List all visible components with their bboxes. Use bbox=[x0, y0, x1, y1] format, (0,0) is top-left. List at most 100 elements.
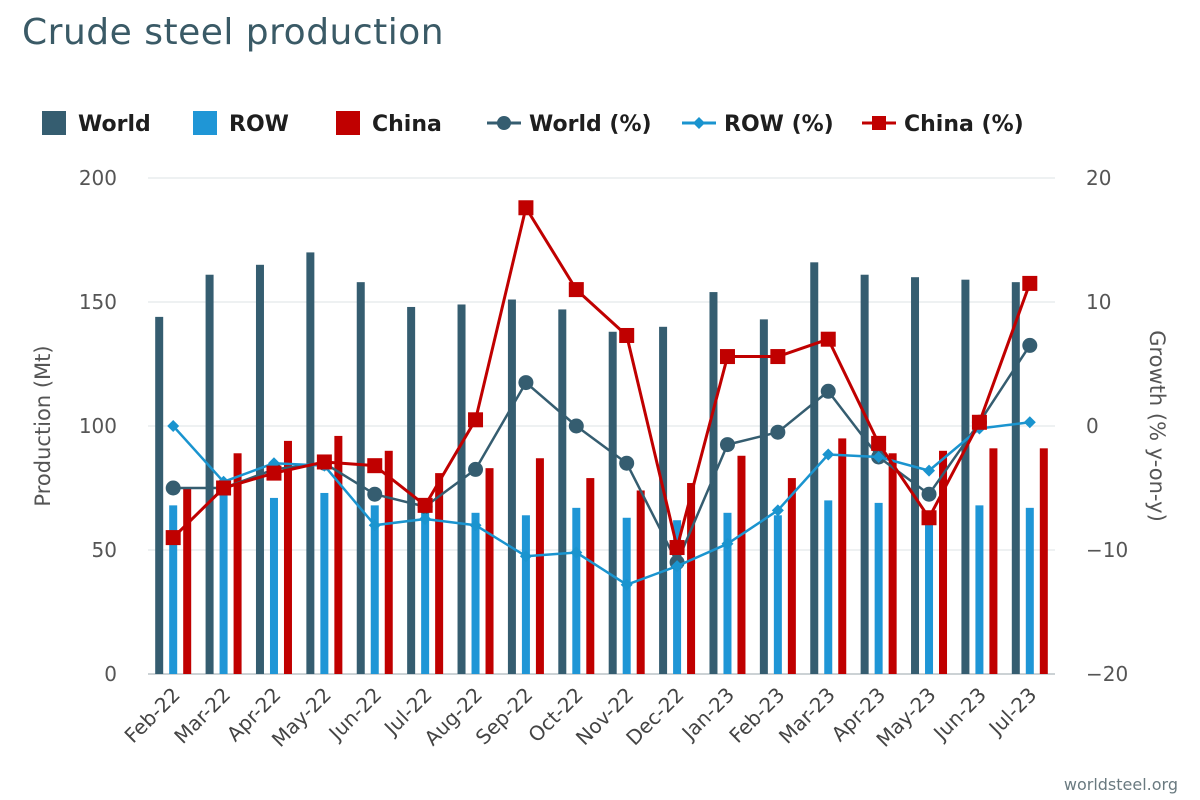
point-marker bbox=[1022, 275, 1038, 291]
bar bbox=[457, 304, 466, 674]
bar bbox=[961, 279, 970, 674]
point-marker bbox=[519, 550, 532, 563]
y-right-tick-label: −10 bbox=[1086, 538, 1128, 562]
bar bbox=[558, 309, 567, 674]
bar bbox=[535, 458, 544, 674]
point-marker bbox=[518, 375, 534, 391]
point-marker bbox=[368, 519, 381, 532]
bar bbox=[911, 277, 920, 674]
point-marker bbox=[820, 331, 836, 347]
source-label: worldsteel.org bbox=[1063, 775, 1178, 794]
bar bbox=[407, 306, 416, 674]
y-left-tick-label: 50 bbox=[92, 538, 117, 562]
x-tick-label: Mar-22 bbox=[169, 683, 235, 749]
legend-item: ROW (%) bbox=[682, 112, 834, 137]
point-marker bbox=[719, 437, 735, 453]
y-right-tick-label: −20 bbox=[1086, 662, 1128, 686]
point-marker bbox=[620, 578, 633, 591]
line-series-world bbox=[165, 337, 1038, 570]
bar bbox=[421, 510, 430, 674]
bar bbox=[586, 478, 595, 674]
point-marker bbox=[419, 513, 432, 525]
line-series bbox=[165, 200, 1038, 591]
y-left-axis-title: Production (Mt) bbox=[31, 345, 55, 506]
legend-item: World bbox=[42, 111, 151, 137]
bar bbox=[219, 495, 228, 674]
point-marker bbox=[671, 560, 684, 573]
bar bbox=[155, 316, 164, 674]
bar bbox=[773, 515, 782, 674]
point-marker bbox=[719, 349, 735, 365]
point-marker bbox=[417, 497, 433, 513]
legend-marker bbox=[497, 116, 511, 130]
bar bbox=[737, 455, 746, 674]
line-series-row bbox=[167, 416, 1036, 591]
series-line bbox=[172, 421, 1030, 586]
legend-marker bbox=[693, 117, 705, 129]
legend-label: ROW (%) bbox=[724, 112, 834, 137]
bar bbox=[787, 478, 796, 674]
point-marker bbox=[871, 435, 887, 451]
bar bbox=[1025, 507, 1034, 674]
legend-label: China bbox=[372, 112, 442, 137]
point-marker bbox=[669, 540, 685, 556]
bar bbox=[759, 319, 768, 674]
y-left-tick-label: 200 bbox=[79, 166, 117, 190]
bar bbox=[608, 331, 617, 674]
point-marker bbox=[619, 455, 635, 471]
bar bbox=[435, 473, 444, 674]
point-marker bbox=[771, 504, 784, 517]
bar bbox=[356, 282, 365, 674]
bar bbox=[874, 502, 883, 674]
legend-label: World bbox=[78, 112, 151, 137]
y-left-tick-label: 150 bbox=[79, 290, 117, 314]
bar bbox=[989, 448, 998, 674]
y-right-tick-label: 10 bbox=[1086, 290, 1111, 314]
series-line bbox=[173, 344, 1031, 564]
bar bbox=[306, 252, 315, 674]
legend-swatch bbox=[42, 111, 66, 135]
bar bbox=[1039, 448, 1048, 674]
point-marker bbox=[820, 383, 836, 399]
bar bbox=[370, 505, 379, 674]
point-marker bbox=[822, 448, 835, 461]
y-right-axis-title: Growth (% y-on-y) bbox=[1145, 330, 1169, 522]
bar bbox=[269, 497, 278, 674]
legend-label: World (%) bbox=[529, 112, 652, 137]
chart-title: Crude steel production bbox=[22, 12, 445, 53]
y-right-tick-label: 20 bbox=[1086, 166, 1111, 190]
legend-item: World (%) bbox=[487, 112, 652, 137]
y-left-tick-label: 100 bbox=[79, 414, 117, 438]
point-marker bbox=[468, 461, 484, 477]
y-right-tick-label: 0 bbox=[1086, 414, 1099, 438]
bar bbox=[709, 292, 718, 674]
legend-swatch bbox=[193, 111, 217, 135]
point-marker bbox=[216, 480, 232, 496]
point-marker bbox=[971, 414, 987, 430]
bar bbox=[860, 274, 869, 674]
line-series-china bbox=[165, 200, 1038, 556]
point-marker bbox=[367, 458, 383, 474]
point-marker bbox=[570, 546, 583, 559]
point-marker bbox=[770, 349, 786, 365]
bar bbox=[507, 299, 516, 674]
bar bbox=[939, 450, 948, 674]
bar bbox=[521, 515, 530, 674]
legend-item: China bbox=[336, 111, 442, 137]
point-marker bbox=[518, 200, 534, 216]
bar bbox=[622, 517, 631, 674]
point-marker bbox=[165, 480, 181, 496]
point-marker bbox=[469, 519, 482, 532]
bar bbox=[673, 520, 682, 674]
legend-swatch bbox=[336, 111, 360, 135]
point-marker bbox=[165, 530, 181, 546]
x-tick-label: Mar-23 bbox=[774, 683, 840, 749]
legend-label: China (%) bbox=[904, 112, 1024, 137]
bar bbox=[636, 490, 645, 674]
point-marker bbox=[770, 424, 786, 440]
point-marker bbox=[316, 454, 332, 470]
point-marker bbox=[921, 510, 937, 526]
y-left-tick-label: 0 bbox=[104, 662, 117, 686]
x-tick-label: Jul-23 bbox=[983, 683, 1042, 742]
